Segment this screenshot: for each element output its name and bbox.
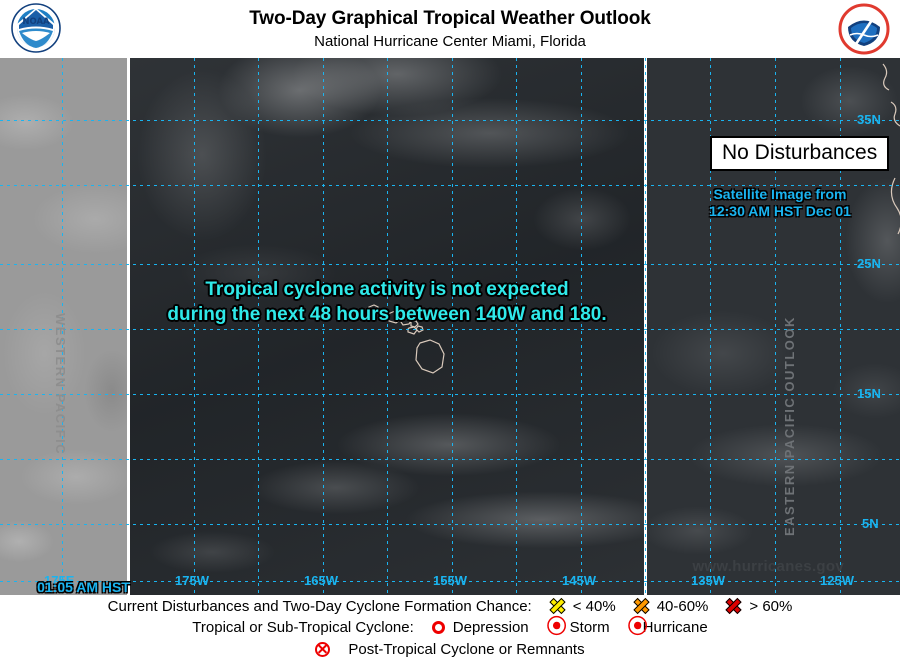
legend-row-post-tropical: Post-Tropical Cyclone or Remnants — [0, 638, 900, 660]
lat-label-25N: 25N — [857, 256, 881, 271]
legend-depression-label: Depression — [452, 619, 529, 636]
lat-label-15N: 15N — [857, 386, 881, 401]
panel-divider-left — [127, 58, 130, 595]
tropical-storm-icon: ⦿ — [546, 616, 567, 638]
noaa-logo: NOAA — [8, 2, 64, 56]
legend-formation-chance-text: Current Disturbances and Two-Day Cyclone… — [107, 597, 532, 615]
page-header: NOAA Two-Day Graphical Tropical Weather … — [0, 0, 900, 58]
lon-label-155W: 155W — [433, 573, 467, 588]
satellite-stamp-line-2: 12:30 AM HST Dec 01 — [709, 203, 851, 219]
legend-chance-high-label: > 60% — [749, 597, 793, 615]
legend-chance-low-label: < 40% — [572, 597, 616, 615]
issuance-timestamp: 01:05 AM HST Mon Dec 01 2025 — [6, 579, 161, 595]
website-watermark: www.hurricanes.gov — [692, 558, 844, 575]
satellite-stamp-line-1: Satellite Image from — [713, 186, 847, 202]
title-block: Two-Day Graphical Tropical Weather Outlo… — [0, 0, 900, 51]
legend-chance-medium-label: 40-60% — [656, 597, 709, 615]
legend: Current Disturbances and Two-Day Cyclone… — [0, 595, 900, 665]
no-disturbances-box: No Disturbances — [710, 136, 890, 171]
x-marker-medium-icon — [634, 599, 649, 614]
legend-post-tropical-label: Post-Tropical Cyclone or Remnants — [348, 640, 585, 658]
outlook-message-line-2: during the next 48 hours between 140W an… — [167, 304, 607, 325]
satellite-image-stamp: Satellite Image from 12:30 AM HST Dec 01 — [690, 186, 870, 220]
lon-label-145W: 145W — [562, 573, 596, 588]
basin-label-western-pacific: WESTERN PACIFIC — [53, 313, 68, 456]
lon-label-175W: 175W — [175, 573, 209, 588]
basin-label-eastern-pacific: EASTERN PACIFIC OUTLOOK — [782, 316, 797, 536]
x-marker-high-icon — [726, 599, 741, 614]
legend-cyclone-types-text: Tropical or Sub-Tropical Cyclone: — [192, 619, 414, 636]
outlook-message-line-1: Tropical cyclone activity is not expecte… — [205, 279, 569, 300]
lon-label-135W: 135W — [691, 573, 725, 588]
legend-hurricane-label: Hurricane — [642, 619, 708, 636]
page-subtitle: National Hurricane Center Miami, Florida — [314, 33, 586, 50]
lon-label-125W: 125W — [820, 573, 854, 588]
lon-label-175E: 175E — [44, 573, 75, 588]
hurricane-icon: ⦿ — [627, 616, 648, 638]
legend-row-cyclone-types: Tropical or Sub-Tropical Cyclone: Depres… — [0, 617, 900, 638]
legend-storm-label: Storm — [569, 619, 610, 636]
depression-circle-icon — [431, 621, 445, 634]
coastline-baja — [882, 63, 900, 235]
outlook-message: Tropical cyclone activity is not expecte… — [130, 277, 644, 327]
x-marker-low-icon — [550, 599, 565, 614]
post-tropical-icon — [315, 641, 331, 657]
legend-row-formation-chance: Current Disturbances and Two-Day Cyclone… — [0, 595, 900, 617]
issuance-time: 01:05 AM HST — [37, 579, 130, 595]
svg-text:NOAA: NOAA — [22, 17, 50, 27]
lat-label-35N: 35N — [857, 112, 881, 127]
satellite-map: 175E 175W 165W 155W 145W 135W 125W 35N 2… — [0, 58, 900, 595]
nws-logo — [836, 2, 892, 56]
lat-label-5N: 5N — [862, 516, 879, 531]
page-title: Two-Day Graphical Tropical Weather Outlo… — [249, 8, 651, 29]
lon-label-165W: 165W — [304, 573, 338, 588]
